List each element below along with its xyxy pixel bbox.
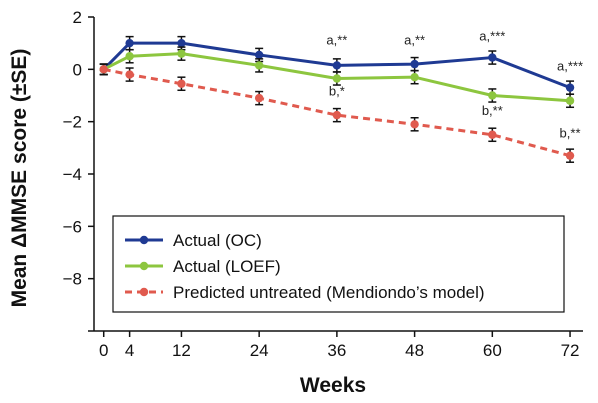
x-tick-label: 0 [99, 341, 108, 360]
data-point [125, 52, 134, 61]
x-tick-label: 48 [405, 341, 424, 360]
data-point [125, 70, 134, 79]
y-tick-label: −4 [63, 165, 82, 184]
series-2 [99, 63, 575, 163]
data-point [565, 96, 575, 105]
data-point [488, 91, 497, 100]
legend-swatch-marker [139, 261, 149, 271]
series-line [102, 41, 571, 90]
data-point [332, 74, 342, 83]
y-tick-label: −8 [63, 270, 82, 289]
y-tick-label: 0 [73, 60, 82, 79]
data-point [177, 38, 186, 48]
significance-annotation: a,*** [479, 29, 505, 44]
significance-annotation: a,** [404, 32, 425, 47]
legend-swatch-marker [139, 235, 149, 245]
data-point [488, 53, 497, 62]
data-point [410, 59, 419, 69]
significance-annotation: b,** [560, 125, 581, 140]
x-tick-label: 12 [172, 341, 191, 360]
significance-annotation: a,*** [557, 59, 583, 74]
legend-label: Predicted untreated (Mendiondo’s model) [173, 283, 485, 302]
data-point [410, 72, 419, 82]
significance-annotation: b,** [482, 103, 503, 118]
y-tick-label: −6 [63, 217, 82, 236]
data-point [177, 49, 186, 58]
legend-label: Actual (OC) [173, 231, 262, 250]
data-point [254, 93, 264, 103]
data-point [332, 110, 342, 120]
x-tick-label: 4 [125, 341, 134, 360]
significance-annotation: a,** [326, 32, 347, 47]
series-line [103, 52, 571, 103]
x-axis-title: Weeks [300, 374, 366, 397]
y-axis-title: Mean ΔMMSE score (±SE) [8, 49, 31, 308]
x-tick-label: 72 [561, 341, 580, 360]
data-point [99, 65, 108, 74]
x-tick-label: 24 [250, 341, 269, 360]
data-point [254, 61, 264, 70]
data-point [565, 151, 575, 160]
data-point [565, 83, 575, 92]
x-tick-label: 36 [327, 341, 346, 360]
significance-annotation: b,* [329, 84, 345, 99]
data-point [410, 120, 419, 129]
x-tick-label: 60 [483, 341, 502, 360]
legend-label: Actual (LOEF) [173, 257, 281, 276]
data-point [254, 50, 264, 60]
data-point [125, 38, 134, 48]
data-point [488, 130, 497, 139]
legend: Actual (OC) Actual (LOEF) Predicted untrea… [112, 215, 565, 313]
legend-swatch-marker [139, 287, 149, 297]
y-tick-label: −2 [63, 113, 82, 132]
data-point [332, 61, 342, 70]
axes: 20−2−4−6−80 4 12 24 36 48 60 72 [63, 8, 583, 360]
y-tick-label: 2 [73, 8, 82, 27]
series-layer [99, 35, 575, 163]
annotations: a,** a,** a,*** a,*** b,* b,** b,** [326, 29, 583, 141]
legend-box [112, 215, 565, 313]
data-point [177, 79, 186, 88]
series-line [103, 67, 571, 158]
